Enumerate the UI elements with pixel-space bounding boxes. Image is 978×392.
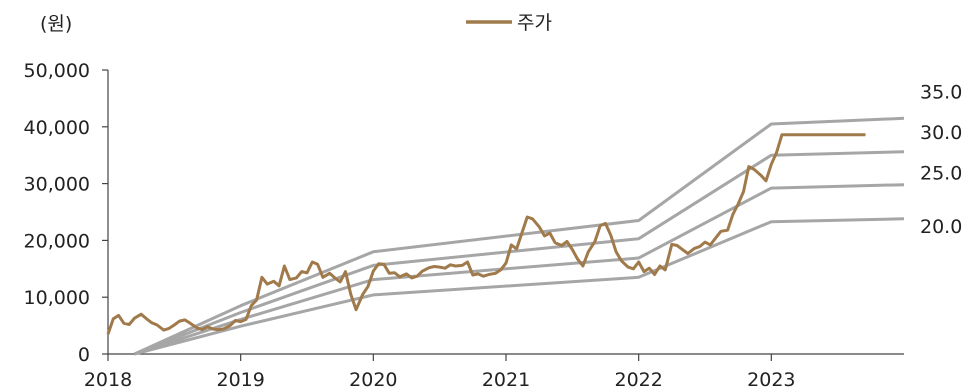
x-axis-ticks: 2018 2019 2020 2021 2022 2023 [84, 354, 796, 391]
per-band-line [134, 183, 905, 356]
y-tick-label: 20,000 [24, 230, 90, 252]
y-tick-label: 30,000 [24, 174, 90, 196]
x-tick-label: 2022 [614, 369, 662, 391]
per-band-line [134, 217, 905, 356]
per-band-line [133, 116, 905, 356]
x-tick-label: 2018 [84, 369, 132, 391]
per-band-label: 30.0 [920, 122, 962, 144]
per-bands [133, 116, 905, 356]
y-tick-label: 50,000 [24, 60, 90, 82]
y-axis-ticks: 0 10,000 20,000 30,000 40,000 50,000 [24, 60, 108, 366]
x-tick-label: 2023 [747, 369, 795, 391]
x-tick-label: 2019 [216, 369, 264, 391]
per-band-label: 25.0 [920, 163, 962, 185]
y-tick-label: 10,000 [24, 287, 90, 309]
y-tick-label: 40,000 [24, 117, 90, 139]
y-tick-label: 0 [78, 344, 90, 366]
x-tick-label: 2020 [349, 369, 397, 391]
price-series [106, 133, 866, 335]
price-line [106, 133, 866, 335]
legend: 주가 [466, 12, 552, 34]
legend-label: 주가 [517, 12, 552, 34]
x-tick-label: 2021 [482, 369, 530, 391]
per-band-label: 20.0 [920, 216, 962, 238]
per-band-line [133, 150, 905, 356]
band-labels: 35.0 30.0 25.0 20.0 [920, 81, 962, 238]
y-unit-label: (원) [40, 13, 72, 35]
per-band-label: 35.0 [920, 81, 962, 103]
